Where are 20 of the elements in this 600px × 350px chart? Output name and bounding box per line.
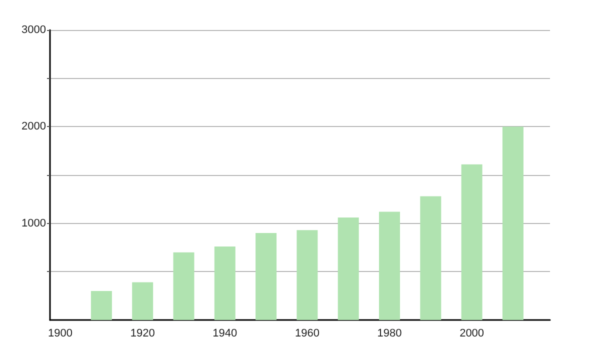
bar bbox=[214, 246, 236, 320]
x-tick-label: 1940 bbox=[212, 328, 238, 340]
bar bbox=[256, 233, 277, 320]
x-tick-label: 1900 bbox=[48, 328, 73, 340]
bar bbox=[502, 126, 524, 320]
y-tick-label: 3000 bbox=[22, 24, 46, 36]
y-tick-label: 1000 bbox=[22, 217, 46, 230]
bar bbox=[173, 252, 194, 320]
x-tick-label: 1980 bbox=[377, 328, 402, 340]
bar bbox=[90, 291, 112, 320]
bar bbox=[420, 196, 442, 320]
x-tick-label: 2000 bbox=[460, 328, 484, 340]
bar bbox=[379, 212, 400, 320]
x-tick-label: 1920 bbox=[130, 328, 155, 340]
bar bbox=[132, 282, 154, 320]
x-tick-label: 1960 bbox=[294, 328, 320, 340]
bar bbox=[296, 230, 318, 320]
bar bbox=[461, 164, 482, 320]
y-tick-label: 2000 bbox=[22, 120, 46, 133]
bar bbox=[338, 218, 359, 320]
